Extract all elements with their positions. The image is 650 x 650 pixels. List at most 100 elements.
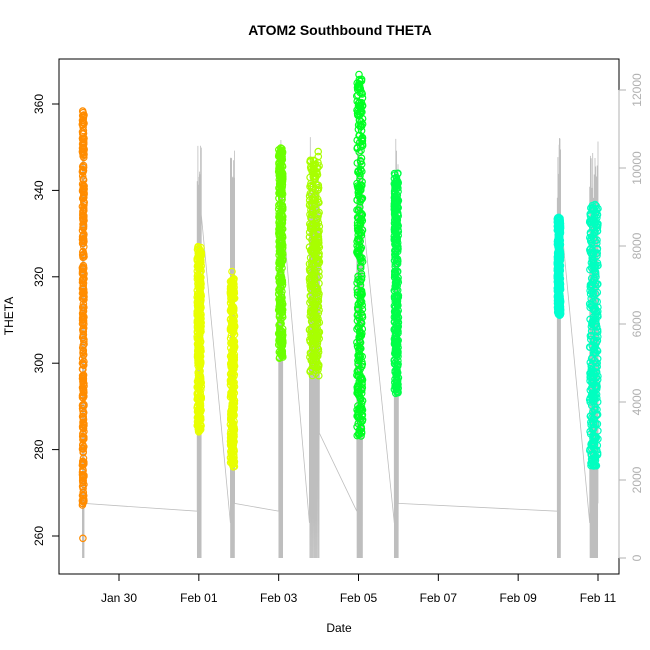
- data-point: [275, 251, 283, 259]
- data-point: [194, 351, 202, 360]
- data-point: [308, 236, 316, 244]
- y-tick-label: 320: [32, 266, 46, 286]
- theta-series-5: [305, 147, 324, 380]
- data-point: [554, 257, 563, 266]
- data-point: [277, 221, 286, 229]
- data-point: [274, 329, 283, 338]
- y2-axis: 0 2000 4000 6000 8000 10000 12000: [618, 73, 644, 561]
- data-point: [357, 167, 366, 176]
- data-point: [394, 231, 403, 240]
- data-point: [313, 288, 321, 297]
- data-point: [79, 231, 88, 240]
- data-point: [588, 201, 597, 210]
- data-point: [314, 181, 323, 190]
- data-point: [592, 373, 601, 382]
- data-point: [315, 162, 323, 170]
- data-point: [79, 300, 88, 308]
- data-point: [587, 354, 596, 363]
- data-point: [390, 360, 399, 368]
- data-point: [275, 312, 284, 321]
- y2-tick-label: 4000: [630, 388, 644, 415]
- data-point: [356, 169, 364, 177]
- data-point: [315, 267, 323, 276]
- data-point: [278, 233, 287, 242]
- data-point: [354, 323, 363, 332]
- data-point: [79, 457, 87, 466]
- data-point: [229, 346, 238, 355]
- data-point: [307, 247, 316, 256]
- data-point: [354, 360, 362, 368]
- data-point: [79, 386, 87, 394]
- data-point: [591, 282, 600, 291]
- y-tick-label: 280: [32, 439, 46, 459]
- data-point: [587, 210, 595, 218]
- data-point: [278, 293, 286, 302]
- data-point: [307, 334, 316, 342]
- data-point: [228, 306, 237, 314]
- data-point: [356, 209, 364, 218]
- data-point: [278, 175, 287, 183]
- data-point: [195, 312, 203, 321]
- data-point: [314, 198, 323, 206]
- data-point: [277, 300, 285, 309]
- y2-tick-label: 2000: [630, 466, 644, 493]
- data-point: [313, 186, 322, 195]
- data-point: [307, 331, 315, 339]
- data-point: [78, 343, 87, 352]
- data-point: [78, 194, 87, 203]
- data-point: [275, 353, 284, 362]
- data-point: [308, 329, 317, 338]
- data-point: [392, 200, 401, 209]
- data-point: [226, 420, 235, 429]
- data-point: [593, 382, 601, 390]
- data-point: [194, 260, 202, 269]
- data-point: [196, 298, 205, 306]
- data-point: [357, 362, 366, 371]
- data-point: [79, 185, 88, 194]
- data-point: [554, 243, 562, 251]
- data-point: [553, 218, 562, 226]
- y2-tick-label: 8000: [630, 232, 644, 259]
- y-tick-label: 360: [32, 94, 46, 114]
- data-point: [309, 360, 318, 369]
- data-point: [556, 295, 564, 303]
- data-point: [314, 297, 322, 306]
- x-tick-label: Feb 03: [260, 591, 298, 605]
- data-point: [228, 376, 237, 385]
- data-point: [226, 299, 235, 308]
- data-point: [79, 248, 87, 257]
- data-point: [353, 179, 361, 188]
- data-point: [394, 306, 403, 315]
- data-point: [585, 233, 594, 242]
- y2-tick-label: 10000: [630, 151, 644, 185]
- data-point: [312, 351, 321, 360]
- data-point: [194, 252, 203, 261]
- data-point: [394, 352, 402, 361]
- data-point: [555, 283, 564, 292]
- data-point: [228, 338, 237, 346]
- data-point: [357, 122, 366, 130]
- data-point: [78, 401, 87, 409]
- data-point: [590, 346, 599, 354]
- data-point: [593, 362, 602, 371]
- data-point: [356, 403, 365, 411]
- data-point: [592, 359, 600, 367]
- data-point: [79, 472, 87, 481]
- data-point: [275, 152, 284, 160]
- data-point: [390, 219, 399, 228]
- data-point: [79, 166, 88, 175]
- data-point: [278, 241, 287, 250]
- data-point: [586, 358, 595, 367]
- data-point: [308, 201, 317, 210]
- theta-series-2: [193, 242, 206, 436]
- data-point: [355, 131, 364, 140]
- data-point: [393, 310, 402, 318]
- x-tick-label: Feb 05: [340, 591, 378, 605]
- data-point: [78, 393, 87, 402]
- data-point: [78, 226, 87, 235]
- data-point: [355, 406, 364, 415]
- data-point: [277, 152, 286, 161]
- x-tick-label: Feb 09: [499, 591, 537, 605]
- data-point: [588, 425, 596, 433]
- y-tick-label: 300: [32, 353, 46, 373]
